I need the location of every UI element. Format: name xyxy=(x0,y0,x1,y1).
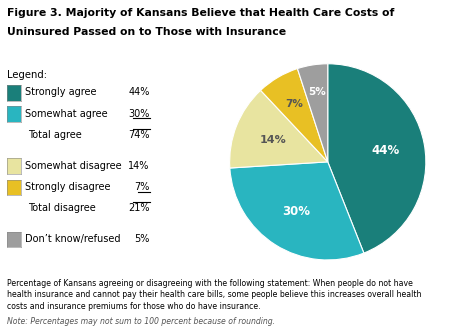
Text: Somewhat disagree: Somewhat disagree xyxy=(25,161,122,171)
Text: Note: Percentages may not sum to 100 percent because of rounding.: Note: Percentages may not sum to 100 per… xyxy=(7,317,275,326)
Text: 30%: 30% xyxy=(282,205,310,218)
Wedge shape xyxy=(229,90,328,168)
Text: 5%: 5% xyxy=(134,234,150,244)
Text: Legend:: Legend: xyxy=(7,70,47,80)
Text: 44%: 44% xyxy=(371,144,399,157)
Text: 30%: 30% xyxy=(128,109,150,119)
Text: Total agree: Total agree xyxy=(28,130,81,140)
Text: 5%: 5% xyxy=(308,87,325,97)
Text: 14%: 14% xyxy=(128,161,150,171)
Text: Don’t know/refused: Don’t know/refused xyxy=(25,234,121,244)
Text: 44%: 44% xyxy=(128,87,150,97)
Text: 7%: 7% xyxy=(134,182,150,192)
Wedge shape xyxy=(328,64,426,253)
Text: Total disagree: Total disagree xyxy=(28,203,95,213)
Text: Somewhat agree: Somewhat agree xyxy=(25,109,108,119)
Text: 74%: 74% xyxy=(128,130,150,140)
Text: Figure 3. Majority of Kansans Believe that Health Care Costs of: Figure 3. Majority of Kansans Believe th… xyxy=(7,8,395,18)
Wedge shape xyxy=(297,64,328,162)
Text: 14%: 14% xyxy=(260,135,286,145)
Text: Strongly agree: Strongly agree xyxy=(25,87,97,97)
Text: 7%: 7% xyxy=(285,99,303,110)
Wedge shape xyxy=(261,69,328,162)
Text: Strongly disagree: Strongly disagree xyxy=(25,182,111,192)
Text: Percentage of Kansans agreeing or disagreeing with the following statement: When: Percentage of Kansans agreeing or disagr… xyxy=(7,279,422,311)
Text: Uninsured Passed on to Those with Insurance: Uninsured Passed on to Those with Insura… xyxy=(7,27,286,37)
Wedge shape xyxy=(230,162,364,260)
Text: 21%: 21% xyxy=(128,203,150,213)
